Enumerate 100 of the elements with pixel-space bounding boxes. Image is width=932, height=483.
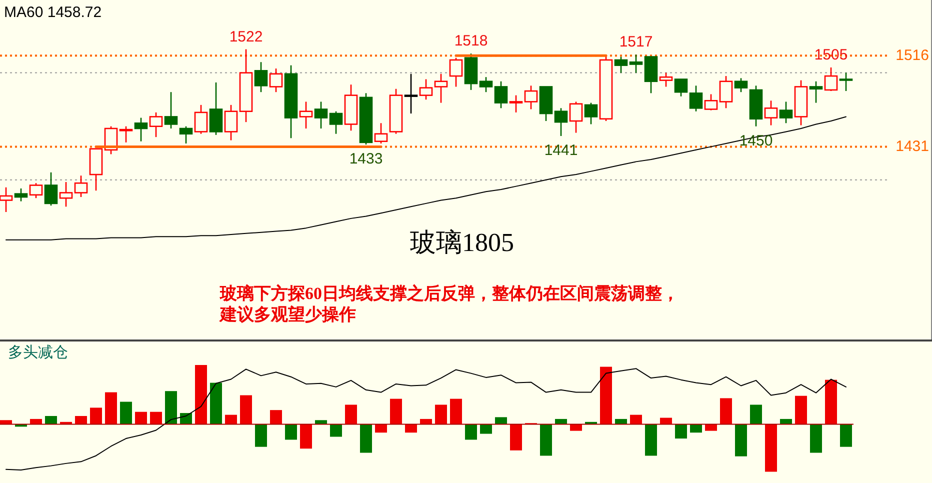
bar <box>150 412 162 424</box>
candlestick <box>74 174 88 198</box>
bar <box>600 366 612 424</box>
bar <box>120 402 132 424</box>
bar <box>720 398 732 424</box>
bar <box>615 418 627 424</box>
candlestick <box>119 126 133 144</box>
candlestick <box>614 56 628 74</box>
bar <box>405 424 417 433</box>
candlestick <box>44 172 58 206</box>
bar <box>750 404 762 424</box>
bar <box>375 424 387 433</box>
bar <box>735 424 747 456</box>
annotation: 1517 <box>619 34 653 51</box>
annotation: 1450 <box>739 132 773 150</box>
bar <box>765 424 777 472</box>
bar <box>75 416 87 424</box>
y-tick-label: 1431 <box>896 138 929 156</box>
bar <box>675 424 687 439</box>
bar <box>300 424 312 449</box>
candlestick <box>29 182 43 199</box>
bar <box>165 391 177 424</box>
bar <box>90 408 102 424</box>
bar <box>390 398 402 424</box>
y-tick-label: 1516 <box>896 47 929 64</box>
candlestick <box>674 78 688 98</box>
annotation: 1505 <box>814 46 848 64</box>
bar <box>240 395 252 424</box>
candlestick <box>404 73 418 114</box>
candlestick <box>419 78 433 100</box>
bar <box>540 424 552 456</box>
candlestick <box>314 101 328 130</box>
annotation: 1522 <box>229 28 263 46</box>
annotation: 玻璃下方探60日均线支撑之后反弹，整体仍在区间震荡调整， <box>219 284 679 303</box>
candlestick <box>434 73 448 104</box>
candlestick <box>584 102 598 125</box>
candlestick <box>689 85 703 112</box>
annotation: 1433 <box>349 150 383 168</box>
bar <box>255 424 267 447</box>
candlestick <box>704 94 718 111</box>
candlestick <box>659 72 673 88</box>
candlestick <box>734 78 748 93</box>
candlestick <box>449 57 463 88</box>
candlestick <box>554 107 568 137</box>
candlestick <box>224 104 238 141</box>
bar <box>645 424 657 456</box>
chart-title: 多头减仓 <box>8 344 68 361</box>
candlestick <box>149 112 163 138</box>
bar <box>840 424 852 447</box>
candlestick <box>839 72 853 92</box>
bar <box>435 404 447 424</box>
bar <box>345 404 357 424</box>
bar <box>495 417 507 424</box>
bar <box>135 412 147 424</box>
bar <box>660 418 672 424</box>
bar <box>360 424 372 453</box>
bar <box>195 365 207 424</box>
annotation: 1441 <box>544 142 578 159</box>
candlestick <box>179 126 193 144</box>
candlestick <box>509 94 523 114</box>
bar <box>420 418 432 424</box>
bar <box>210 382 222 424</box>
candlestick <box>269 68 283 93</box>
bar <box>225 414 237 424</box>
bar <box>480 424 492 434</box>
bar <box>45 416 57 424</box>
candlestick <box>719 75 733 109</box>
bar <box>270 410 282 424</box>
candlestick <box>779 101 793 124</box>
bar <box>795 396 807 424</box>
candlestick <box>569 101 583 134</box>
annotation: 1518 <box>454 32 488 50</box>
bar <box>30 418 42 424</box>
candlestick <box>134 117 148 142</box>
candlestick <box>329 110 343 134</box>
candlestick <box>14 188 28 202</box>
candlestick <box>59 181 73 208</box>
candlestick <box>809 80 823 104</box>
candlestick <box>764 100 778 126</box>
bar <box>690 424 702 433</box>
bar <box>330 424 342 437</box>
candlestick <box>194 104 208 134</box>
candlestick <box>299 101 313 130</box>
annotation: 建议多观望少操作 <box>218 305 356 324</box>
bar <box>510 424 522 450</box>
text: 玻璃1805 <box>410 228 514 257</box>
candlestick <box>254 61 268 93</box>
bar <box>825 380 837 424</box>
candlestick <box>524 85 538 110</box>
candlestick <box>629 54 643 74</box>
candlestick <box>164 91 178 130</box>
bar <box>450 398 462 424</box>
bar <box>555 418 567 424</box>
candlestick <box>374 122 388 144</box>
candlestick <box>494 80 508 109</box>
text: MA60 1458.72 <box>4 4 102 21</box>
bar <box>810 424 822 453</box>
bar <box>780 418 792 424</box>
candlestick <box>824 66 838 92</box>
candlestick <box>479 76 493 93</box>
